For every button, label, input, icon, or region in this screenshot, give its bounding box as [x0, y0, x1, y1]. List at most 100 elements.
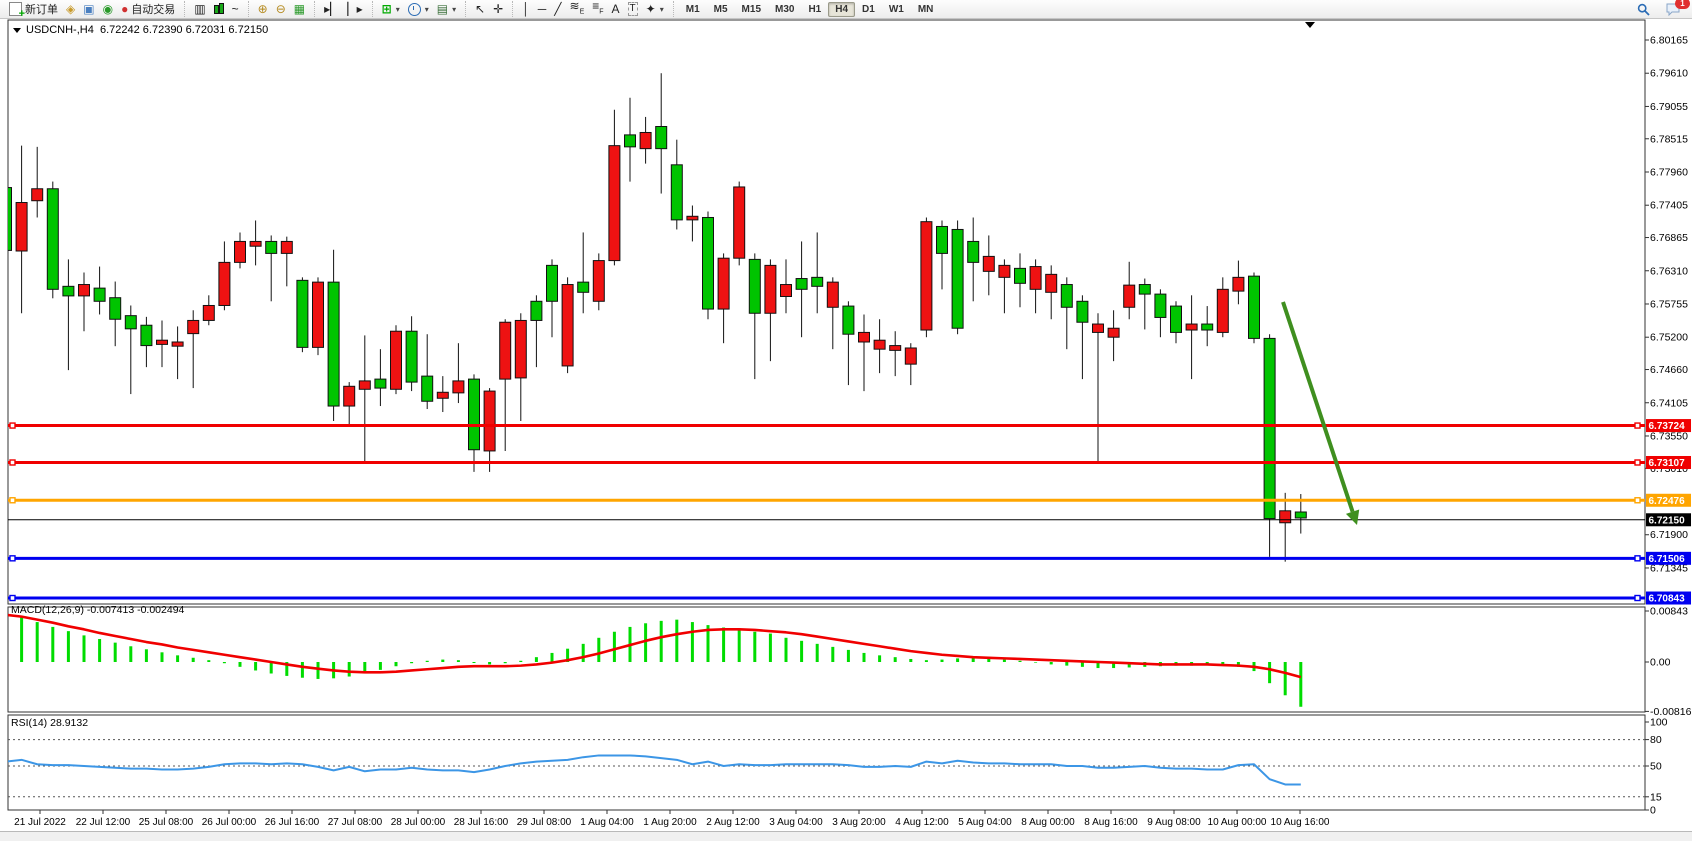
svg-text:10 Aug 16:00: 10 Aug 16:00 [1271, 817, 1330, 828]
bar-chart-mode-button[interactable]: ▥ [190, 2, 209, 16]
timeframe-button-MN[interactable]: MN [917, 3, 934, 15]
svg-text:6.74660: 6.74660 [1650, 364, 1688, 376]
crosshair-button[interactable]: ✛ [489, 2, 507, 16]
macd-pane [7, 606, 1646, 713]
timeframe-button-M1[interactable]: M1 [685, 3, 700, 15]
line-handle[interactable] [9, 555, 16, 562]
rsi-pane [7, 714, 1646, 811]
line-handle[interactable] [9, 594, 16, 602]
svg-text:80: 80 [1650, 734, 1662, 746]
timeframe-button-M15[interactable]: M15 [741, 3, 761, 15]
candle-chart-mode-button[interactable] [210, 2, 228, 16]
svg-text:6.77960: 6.77960 [1650, 166, 1688, 178]
line-handle[interactable] [9, 422, 16, 429]
svg-text:6.71506: 6.71506 [1649, 554, 1686, 565]
svg-text:2 Aug 12:00: 2 Aug 12:00 [706, 817, 760, 828]
auto-scroll-button[interactable]: ▸▏ [320, 2, 343, 16]
chart-shift-icon: ▏▸ [347, 2, 363, 16]
templates-button[interactable]: ▤ ▾ [433, 2, 460, 16]
svg-text:8 Aug 16:00: 8 Aug 16:00 [1084, 817, 1138, 828]
symbol-title[interactable]: USDCNH-,H4 6.72242 6.72390 6.72031 6.721… [13, 24, 268, 36]
cursor-button[interactable]: ↖ [471, 2, 489, 16]
notifications-button[interactable]: 1 [1662, 0, 1690, 17]
vertical-line-button[interactable]: │ [518, 2, 534, 16]
trend-arrow-annotation[interactable] [1281, 301, 1360, 525]
time-axis: 21 Jul 2022 22 Jul 12:00 25 Jul 08:00 26 Ju… [14, 810, 1330, 828]
zoom-in-button[interactable]: ⊕ [254, 2, 272, 16]
svg-text:0.00843: 0.00843 [1650, 605, 1688, 617]
vertical-line-icon: │ [522, 2, 530, 16]
timeframe-button-M30[interactable]: M30 [775, 3, 795, 15]
rsi-line [8, 754, 1301, 786]
chevron-down-icon: ▾ [659, 4, 664, 14]
svg-text:6.80165: 6.80165 [1650, 35, 1688, 47]
svg-text:6.76865: 6.76865 [1650, 232, 1688, 244]
auto-scroll-icon: ▸▏ [324, 2, 340, 16]
cursor-icon: ↖ [475, 2, 486, 16]
line-handle[interactable] [1634, 555, 1641, 562]
templates-icon: ▤ [436, 2, 449, 16]
text-icon: A [611, 2, 620, 16]
line-handle[interactable] [1634, 422, 1641, 429]
line-handle[interactable] [9, 497, 16, 504]
line-handle[interactable] [9, 459, 16, 466]
indicators-button[interactable]: ⊞ ▾ [378, 2, 404, 16]
chart-menu-icon[interactable] [13, 27, 21, 33]
tile-windows-button[interactable]: ▦ [290, 2, 309, 16]
channel-icon: ≋E [569, 0, 585, 16]
svg-text:6.71900: 6.71900 [1650, 529, 1688, 541]
line-handle[interactable] [1634, 594, 1641, 602]
svg-text:26 Jul 00:00: 26 Jul 00:00 [202, 817, 257, 828]
timeframe-button-D1[interactable]: D1 [862, 3, 875, 15]
horizontal-line-icon: ─ [537, 2, 547, 16]
candlestick-icon [213, 3, 224, 15]
algo-trading-button[interactable]: ● 自动交易 [117, 0, 179, 18]
rsi-value: 28.9132 [50, 717, 89, 729]
svg-text:6.75755: 6.75755 [1650, 298, 1688, 310]
svg-text:0.00: 0.00 [1650, 657, 1671, 669]
chevron-down-icon: ▾ [395, 4, 400, 14]
svg-text:9 Aug 08:00: 9 Aug 08:00 [1147, 817, 1201, 828]
chevron-down-icon: ▾ [424, 4, 429, 14]
algo-trading-icon: ● [121, 2, 129, 16]
periods-button[interactable]: ▾ [404, 2, 433, 17]
macd-axis: 0.00843 0.00 -0.008167 [1645, 605, 1692, 718]
text-button[interactable]: A [608, 2, 624, 16]
timeframe-button-H4[interactable]: H4 [828, 1, 856, 17]
timeframe-button-H1[interactable]: H1 [808, 3, 822, 15]
svg-text:15: 15 [1650, 791, 1662, 803]
timeframe-button-M5[interactable]: M5 [713, 3, 728, 15]
svg-text:28 Jul 16:00: 28 Jul 16:00 [454, 817, 509, 828]
svg-text:6.74105: 6.74105 [1650, 397, 1688, 409]
chevron-down-icon: ▾ [452, 4, 457, 14]
label-button[interactable]: T [624, 1, 642, 17]
line-chart-icon: ~ [231, 2, 239, 16]
new-order-button[interactable]: 新订单 [5, 0, 62, 19]
fibonacci-icon: ≡F [592, 0, 604, 16]
chart-shift-button[interactable]: ▏▸ [343, 2, 366, 16]
signals-button[interactable]: ◉ [99, 2, 117, 16]
signals-icon: ◉ [102, 2, 114, 16]
line-handle[interactable] [1634, 459, 1641, 466]
macd-label: MACD(12,26,9) -0.007413 -0.002494 [11, 604, 185, 616]
macd-signal-value: -0.002494 [137, 604, 185, 616]
timeframe-button-W1[interactable]: W1 [888, 3, 904, 15]
svg-text:6.73107: 6.73107 [1649, 458, 1686, 469]
search-button[interactable] [1633, 2, 1654, 17]
trendline-button[interactable]: ╱ [550, 2, 565, 16]
line-handle[interactable] [1634, 497, 1641, 504]
trendline-icon: ╱ [554, 2, 562, 16]
new-order-icon [9, 2, 25, 19]
data-window-button[interactable]: ▣ [79, 2, 98, 16]
zoom-out-button[interactable]: ⊖ [272, 2, 290, 16]
horizontal-line-button[interactable]: ─ [534, 2, 551, 16]
market-watch-button[interactable]: ◈ [62, 2, 79, 16]
chart-shift-marker[interactable] [1305, 22, 1315, 28]
svg-text:10 Aug 00:00: 10 Aug 00:00 [1208, 817, 1267, 828]
fibonacci-button[interactable]: ≡F [588, 0, 607, 19]
shapes-button[interactable]: ✦ ▾ [642, 2, 668, 16]
svg-text:1 Aug 20:00: 1 Aug 20:00 [643, 817, 697, 828]
line-chart-mode-button[interactable]: ~ [228, 2, 243, 16]
channel-button[interactable]: ≋E [566, 0, 589, 19]
